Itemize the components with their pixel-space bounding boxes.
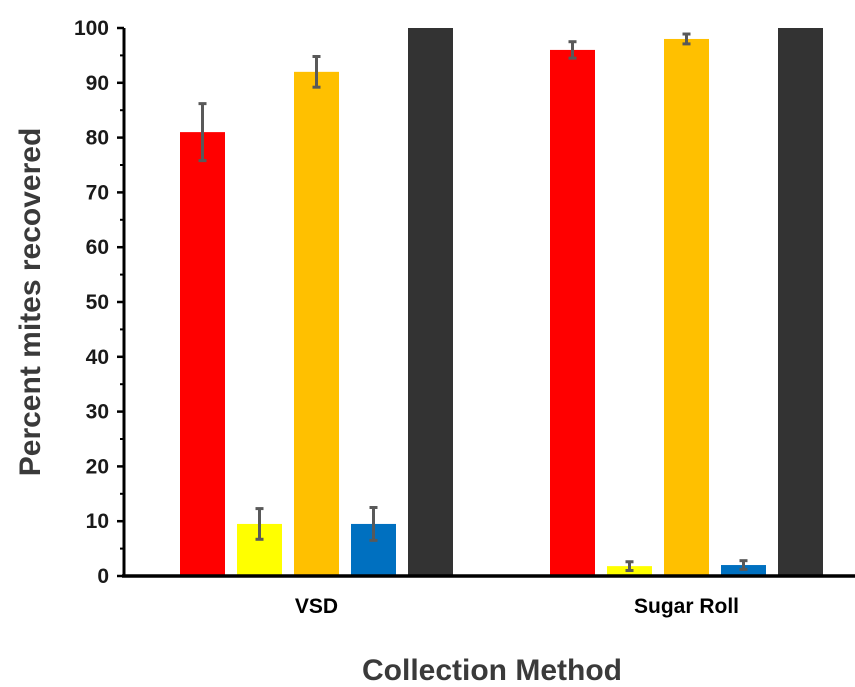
bar: [664, 38, 709, 576]
y-tick-label: 90: [86, 72, 109, 95]
x-tick-label: Sugar Roll: [634, 595, 739, 618]
bar: [778, 28, 823, 576]
bar: [408, 28, 453, 576]
category-labels-layer: VSD Sugar Roll: [295, 595, 739, 618]
x-tick-label: VSD: [295, 595, 338, 618]
y-tick-label: 50: [86, 291, 109, 314]
bar: [180, 132, 225, 576]
y-axis-title: Percent mites recovered: [14, 128, 47, 477]
y-tick-label: 30: [86, 401, 109, 424]
x-axis-title: Collection Method: [362, 654, 622, 687]
y-tick-label: 20: [86, 455, 109, 478]
y-tick-label: 10: [86, 510, 109, 533]
y-tick-label: 40: [86, 346, 109, 369]
y-tick-label: 70: [86, 181, 109, 204]
y-tick-label: 0: [97, 565, 109, 588]
y-ticks-layer: 0 10 20 30 40 50 60 70 80 90 100: [74, 17, 124, 588]
bar: [294, 71, 339, 576]
bar: [550, 49, 595, 577]
bars-layer: [180, 28, 823, 577]
y-tick-label: 60: [86, 236, 109, 259]
y-tick-label: 100: [74, 17, 109, 40]
error-bars-layer: [198, 32, 748, 573]
y-tick-label: 80: [86, 127, 109, 150]
